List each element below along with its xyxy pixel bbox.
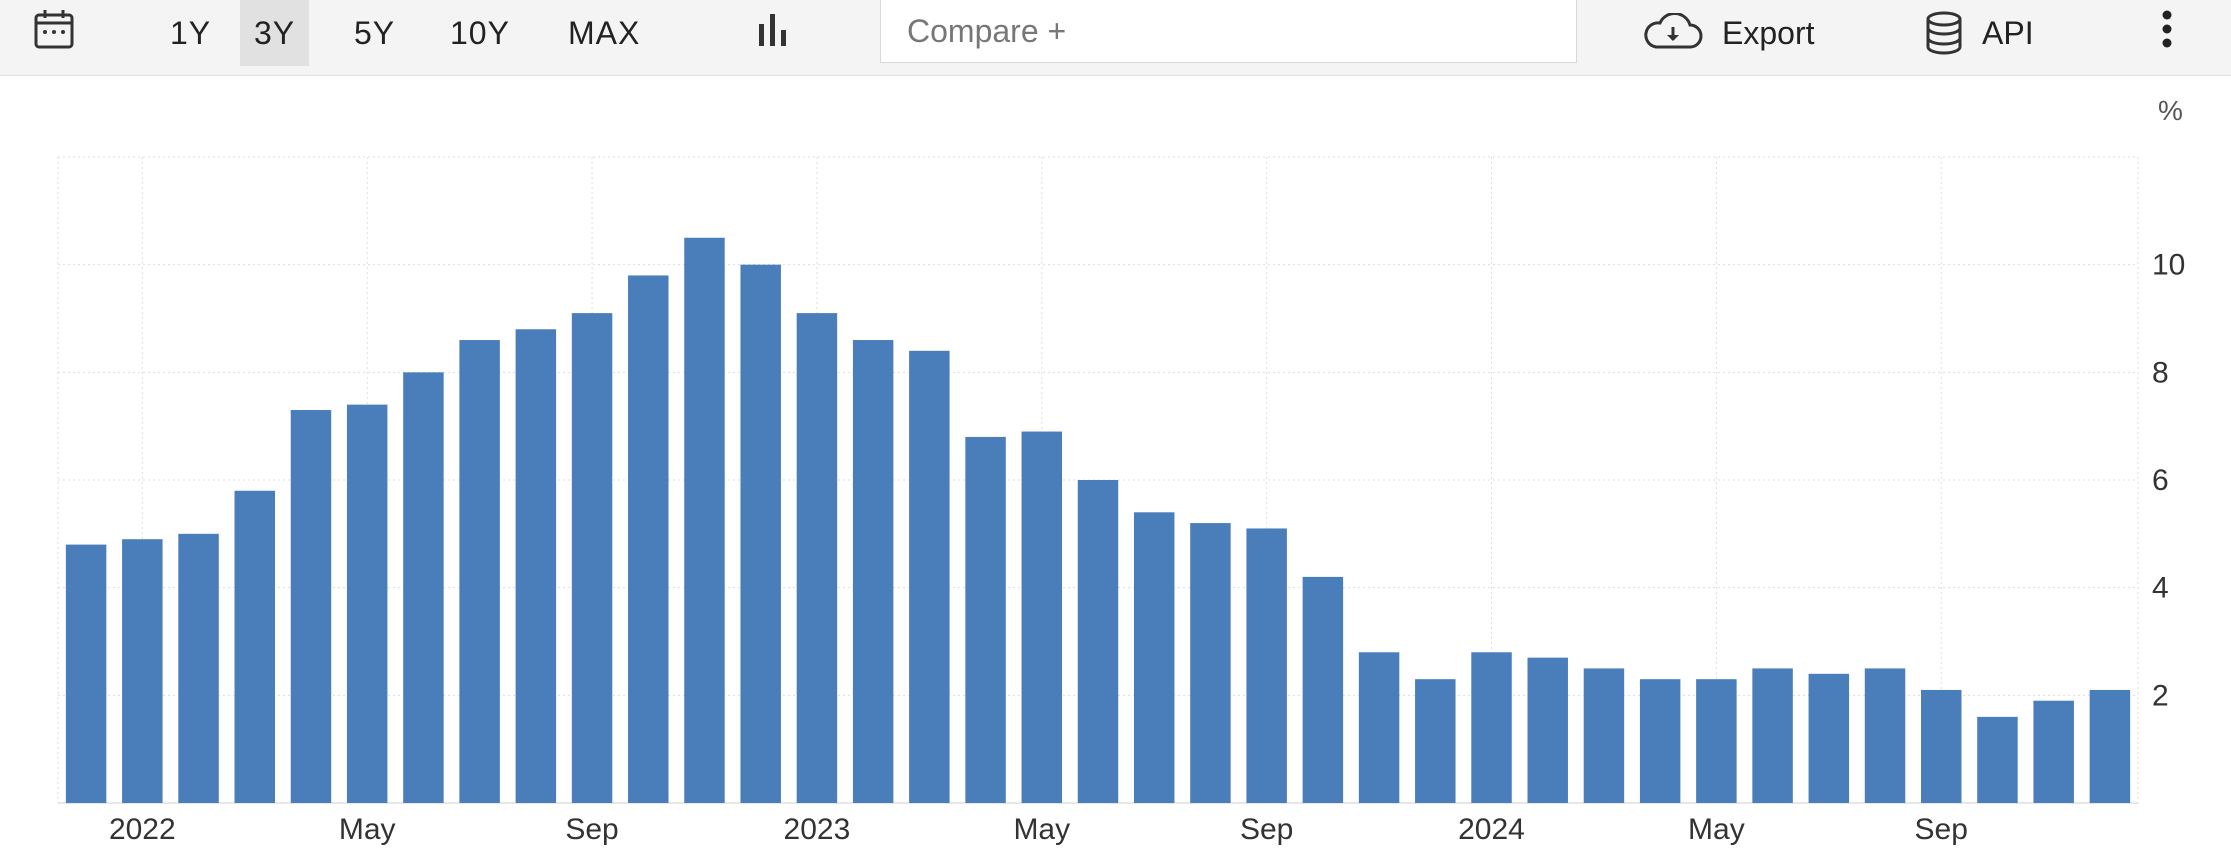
bar[interactable] [65, 544, 107, 803]
x-tick-label: May [1013, 813, 1070, 846]
bar[interactable] [796, 313, 838, 803]
bar-chart: 2 4 6 8 10 2022 May Sep 2023 May Sep 2024 May Sep % [57, 95, 2185, 846]
bar[interactable] [1752, 668, 1793, 803]
range-label: 3Y [254, 14, 296, 51]
api-label: API [1982, 14, 2034, 51]
bar[interactable] [1696, 679, 1737, 803]
bar[interactable] [1246, 528, 1287, 803]
x-tick-label: 2024 [1458, 813, 1525, 846]
bar[interactable] [459, 340, 500, 803]
x-tick-label: Sep [1915, 813, 1968, 846]
y-tick-label: 8 [2152, 356, 2169, 389]
bar[interactable] [965, 436, 1006, 803]
y-tick-label: 4 [2152, 572, 2169, 605]
calendar-button[interactable] [14, 0, 94, 66]
bar[interactable] [571, 313, 613, 803]
database-icon [1924, 11, 1964, 55]
range-5y-button[interactable]: 5Y [340, 0, 409, 66]
bar[interactable] [2089, 689, 2131, 803]
bar[interactable] [1133, 512, 1175, 803]
bar[interactable] [1021, 431, 1063, 803]
chart-type-button[interactable] [740, 0, 810, 66]
export-button[interactable]: Export [1640, 0, 1814, 66]
bar[interactable] [1415, 679, 1456, 803]
bar[interactable] [1077, 480, 1119, 803]
bar[interactable] [178, 533, 219, 803]
bar[interactable] [740, 264, 781, 803]
more-vertical-icon [2161, 9, 2173, 57]
chart-toolbar: 1Y 3Y 5Y 10Y MAX Export [0, 0, 2231, 76]
bar[interactable] [290, 410, 332, 803]
bar[interactable] [1808, 673, 1850, 803]
calendar-icon [33, 8, 75, 58]
bar[interactable] [852, 340, 894, 803]
bar[interactable] [1358, 652, 1400, 803]
bar[interactable] [1864, 668, 1906, 803]
bar[interactable] [403, 372, 444, 803]
bar[interactable] [1921, 689, 1962, 803]
bar[interactable] [1190, 523, 1231, 803]
bar[interactable] [909, 350, 950, 803]
range-label: 1Y [170, 14, 212, 51]
bar[interactable] [1527, 657, 1568, 803]
range-max-button[interactable]: MAX [554, 0, 654, 66]
axis-labels: 2 4 6 8 10 2022 May Sep 2023 May Sep 2024 May Sep [109, 249, 2185, 846]
range-label: 5Y [354, 14, 396, 51]
bar[interactable] [1302, 576, 1344, 803]
bar-chart-icon [755, 10, 795, 56]
bar[interactable] [628, 275, 669, 803]
y-tick-label: 10 [2152, 249, 2185, 282]
bar[interactable] [1471, 652, 1512, 803]
bar[interactable] [1639, 679, 1681, 803]
y-tick-label: 6 [2152, 464, 2169, 497]
bar[interactable] [234, 490, 275, 803]
more-menu-button[interactable] [2142, 0, 2192, 66]
chart-area: 2 4 6 8 10 2022 May Sep 2023 May Sep 2024 May Sep % [0, 75, 2231, 865]
cloud-download-icon [1640, 13, 1704, 53]
compare-input[interactable] [907, 12, 1547, 50]
bar[interactable] [346, 404, 388, 803]
bar[interactable] [684, 237, 725, 803]
y-axis-unit: % [2158, 95, 2183, 126]
range-label: MAX [568, 14, 641, 51]
bar[interactable] [1977, 716, 2018, 803]
bar-series [65, 237, 2131, 803]
range-3y-button[interactable]: 3Y [240, 0, 310, 66]
x-tick-label: 2022 [109, 813, 176, 846]
y-tick-label: 2 [2152, 679, 2169, 712]
x-tick-label: Sep [1240, 813, 1293, 846]
x-tick-label: 2023 [784, 813, 851, 846]
compare-field[interactable] [880, 0, 1577, 63]
x-tick-label: May [1688, 813, 1745, 846]
bar[interactable] [2033, 700, 2074, 803]
bar[interactable] [515, 329, 557, 803]
range-1y-button[interactable]: 1Y [156, 0, 225, 66]
range-label: 10Y [450, 14, 510, 51]
x-tick-label: Sep [565, 813, 618, 846]
range-10y-button[interactable]: 10Y [436, 0, 524, 66]
x-tick-label: May [339, 813, 396, 846]
api-button[interactable]: API [1924, 0, 2034, 66]
export-label: Export [1722, 14, 1815, 51]
bar[interactable] [122, 539, 163, 803]
bar[interactable] [1583, 668, 1625, 803]
